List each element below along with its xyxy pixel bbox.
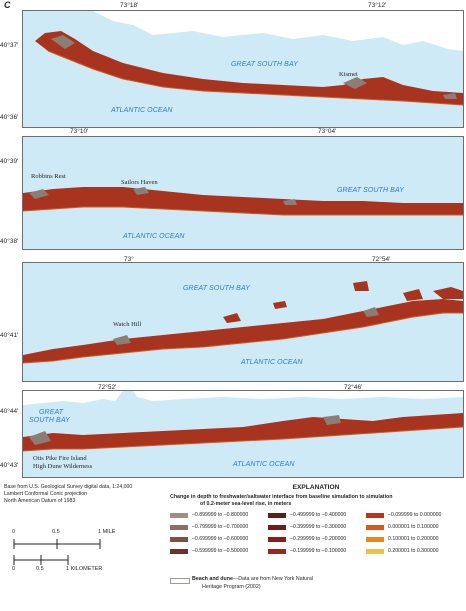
dune-area xyxy=(51,35,457,99)
scale-label: 0.5 xyxy=(52,529,60,535)
legend-class-label: –0.299999 to –0.200000 xyxy=(290,536,347,542)
ocean-edge xyxy=(23,206,463,216)
scale-bar: 0 0.5 1 MILE 0 0.5 1 KILOMETER xyxy=(10,524,150,584)
legend-swatch xyxy=(170,549,188,554)
lon-tick: 72°54′ xyxy=(372,256,391,263)
barrier-island xyxy=(23,299,463,363)
source-line: Base from U.S. Geological Survey digital… xyxy=(4,484,133,490)
legend-items: –0.899999 to –0.800000 –0.799999 to –0.70… xyxy=(170,512,462,572)
source-line: Lambert Conformal Conic projection xyxy=(4,491,88,497)
lon-tick: 72°52′ xyxy=(98,384,117,391)
mainland xyxy=(23,391,463,405)
legend-swatch xyxy=(366,549,384,554)
source-line: North American Datum of 1983 xyxy=(4,498,76,504)
lat-tick: 40°38′ xyxy=(0,238,19,245)
lon-tick: 73°18′ xyxy=(120,2,139,9)
lon-tick: 73° xyxy=(124,256,134,263)
beach-dune-note: Heritage Program (2002) xyxy=(202,584,261,590)
beach-dune-text: Beach and dune—Data are from New York Na… xyxy=(192,576,313,582)
lat-tick: 40°41′ xyxy=(0,332,19,339)
map-panel-4-svg xyxy=(23,391,463,452)
map-panel-2: GREAT SOUTH BAY ATLANTIC OCEAN Robbins R… xyxy=(22,136,464,250)
legend-subtitle-line: Change in depth to freshwater/saltwater … xyxy=(170,494,393,500)
scale-label: 1 KILOMETER xyxy=(66,566,103,572)
legend-class-label: –0.699999 to –0.600000 xyxy=(192,536,249,542)
lon-tick: 73°04′ xyxy=(318,128,337,135)
legend-swatch xyxy=(268,537,286,542)
ocean-label: ATLANTIC OCEAN xyxy=(241,359,303,366)
lat-tick: 40°36′ xyxy=(0,114,19,121)
legend-class-label: –0.499999 to –0.400000 xyxy=(290,512,347,518)
legend-class-label: –0.799999 to –0.700000 xyxy=(192,524,249,530)
legend-subtitle-line: of 0.2-meter sea-level rise, in meters xyxy=(200,501,292,507)
ocean-edge xyxy=(47,50,463,106)
lat-tick: 40°39′ xyxy=(0,158,19,165)
scale-bar-svg xyxy=(13,539,101,565)
lon-tick: 73°12′ xyxy=(368,2,387,9)
map-panel-1: GREAT SOUTH BAY ATLANTIC OCEAN Kismet xyxy=(22,10,464,128)
lat-tick: 40°43′ xyxy=(0,462,19,469)
legend-swatch xyxy=(170,537,188,542)
place-label: High Dune Wilderness xyxy=(33,463,93,470)
legend-class-label: –0.099999 to 0.000000 xyxy=(388,512,442,518)
panel-letter: C xyxy=(4,0,11,10)
legend: EXPLANATION Change in depth to freshwate… xyxy=(170,484,462,608)
beach-dune-label: Beach and dune xyxy=(192,576,233,582)
place-label: Otis Pike Fire Island xyxy=(33,455,87,462)
scale-label: 0 xyxy=(12,566,16,572)
legend-swatch xyxy=(366,513,384,518)
legend-swatch xyxy=(170,525,188,530)
ocean-label: ATLANTIC OCEAN xyxy=(123,233,185,240)
bay-label: GREAT SOUTH BAY xyxy=(231,61,298,68)
scale-label: 1 MILE xyxy=(98,529,116,535)
legend-swatch xyxy=(366,537,384,542)
legend-title: EXPLANATION xyxy=(292,484,340,491)
bay-label: SOUTH BAY xyxy=(29,417,70,424)
mainland xyxy=(23,11,463,51)
map-panel-2-svg xyxy=(23,187,463,216)
map-panel-4: GREAT SOUTH BAY ATLANTIC OCEAN Otis Pike… xyxy=(22,390,464,478)
legend-class-label: –0.599999 to –0.500000 xyxy=(192,548,249,554)
mainland-spit xyxy=(213,11,383,25)
legend-swatch xyxy=(268,525,286,530)
beach-dune-note: —Data are from New York Natural xyxy=(232,576,313,582)
ocean-label: ATLANTIC OCEAN xyxy=(233,461,295,468)
legend-class-label: 0.200001 to 0.300000 xyxy=(388,548,439,554)
map-panel-1-svg xyxy=(23,11,463,106)
legend-swatch xyxy=(366,525,384,530)
ocean-label: ATLANTIC OCEAN xyxy=(111,107,173,114)
legend-swatch xyxy=(170,513,188,518)
bay-label: GREAT xyxy=(39,409,64,416)
legend-class-label: –0.199999 to –0.100000 xyxy=(290,548,347,554)
barrier-island xyxy=(23,413,463,451)
map-panel-3-svg xyxy=(23,281,463,364)
beach-dune-swatch xyxy=(170,578,190,584)
legend-class-label: 0.100001 to 0.200000 xyxy=(388,536,439,542)
lat-tick: 40°37′ xyxy=(0,42,19,49)
source-note: Base from U.S. Geological Survey digital… xyxy=(4,484,184,505)
place-label: Watch Hill xyxy=(113,321,142,328)
scale-label: 0.5 xyxy=(36,566,44,572)
legend-swatch xyxy=(268,549,286,554)
place-label: Sailors Haven xyxy=(121,179,158,186)
bay-label: GREAT SOUTH BAY xyxy=(183,285,250,292)
legend-class-label: 0.000001 to 0.100000 xyxy=(388,524,439,530)
map-panel-3: GREAT SOUTH BAY ATLANTIC OCEAN Watch Hil… xyxy=(22,262,464,382)
barrier-island xyxy=(23,187,463,215)
scale-label: 0 xyxy=(12,529,16,535)
ocean-edge xyxy=(23,312,463,364)
lon-tick: 73°10′ xyxy=(70,128,89,135)
legend-class-label: –0.899999 to –0.800000 xyxy=(192,512,249,518)
place-label: Robbins Rest xyxy=(31,173,66,180)
legend-swatch xyxy=(268,513,286,518)
beach-dune-legend: Beach and dune—Data are from New York Na… xyxy=(170,576,462,596)
bay-label: GREAT SOUTH BAY xyxy=(337,187,404,194)
ocean-edge xyxy=(23,426,463,452)
legend-class-label: –0.399999 to –0.300000 xyxy=(290,524,347,530)
place-label: Kismet xyxy=(339,71,358,78)
legend-subtitle: Change in depth to freshwater/saltwater … xyxy=(170,494,462,508)
lat-tick: 40°44′ xyxy=(0,408,19,415)
lon-tick: 72°46′ xyxy=(344,384,363,391)
